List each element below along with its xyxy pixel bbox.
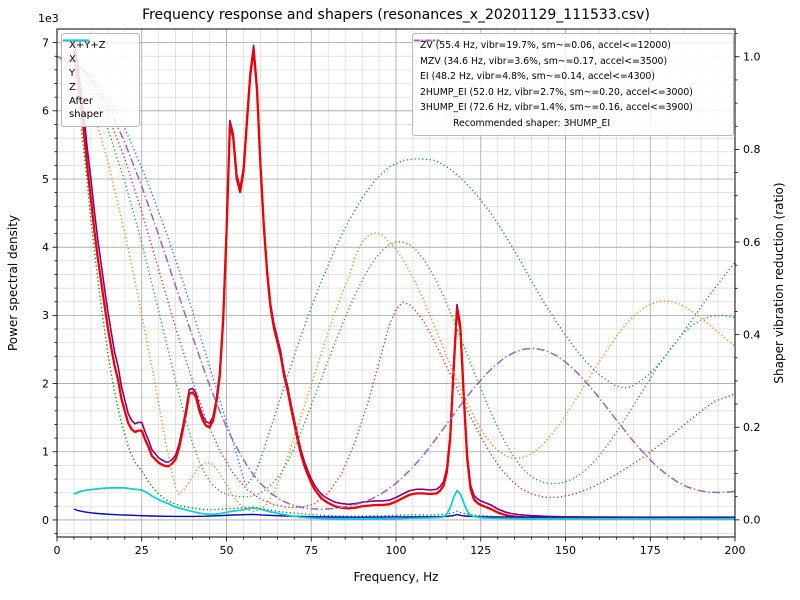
legend-label-3hump-ei: 3HUMP_EI (72.6 Hz, vibr=1.4%, sm~=0.16, …: [420, 102, 693, 113]
x-tick-label: 25: [135, 544, 149, 557]
series-After shaper: [73, 486, 735, 520]
x-tick-label: 150: [555, 544, 576, 557]
x-axis-label: Frequency, Hz: [354, 570, 439, 584]
legend-item-zv: ZV (55.4 Hz, vibr=19.7%, sm~=0.06, accel…: [414, 38, 726, 54]
y-left-offset-text: 1e3: [38, 12, 59, 25]
y-right-tick-label: 0.0: [743, 514, 761, 527]
series-MZV: [57, 56, 735, 513]
legend-line-sample-3hump-ei: [414, 39, 440, 42]
legend-item-mzv: MZV (34.6 Hz, vibr=3.6%, sm~=0.17, accel…: [414, 39, 726, 70]
y-left-tick-label: 6: [42, 105, 49, 118]
x-tick-label: 175: [640, 544, 661, 557]
y-left-tick-label: 5: [42, 173, 49, 186]
chart-title: Frequency response and shapers (resonanc…: [142, 7, 650, 23]
recommended-shaper-text: Recommended shaper: 3HUMP_EI: [453, 117, 611, 129]
legend-item-after-shaper: After shaper: [63, 39, 132, 121]
series-3HUMP_EI: [57, 56, 735, 510]
y-right-tick-label: 0.6: [743, 236, 761, 249]
legend-label-zv: ZV (55.4 Hz, vibr=19.7%, sm~=0.06, accel…: [420, 40, 671, 51]
y-right-tick-label: 0.2: [743, 421, 761, 434]
y-left-axis-label: Power spectral density: [6, 215, 20, 351]
y-left-tick-label: 4: [42, 241, 49, 254]
legend-item-3hump-ei: 3HUMP_EI (72.6 Hz, vibr=1.4%, sm~=0.16, …: [414, 39, 726, 116]
tick-labels: 0 25 50 75 100 125 150 175 200 0 1 2 3 4 5 6 7 0.0 0.2 0.4 0…: [42, 36, 761, 557]
y-right-tick-label: 0.8: [743, 143, 761, 156]
legend-item-y: Y: [63, 39, 132, 80]
x-tick-label: 75: [304, 544, 318, 557]
series-Z: [73, 508, 735, 519]
legend-label-xyz: X+Y+Z: [69, 40, 106, 51]
psd-legend: X+Y+Z X Y Z After shaper: [61, 33, 140, 127]
legend-item-2hump-ei: 2HUMP_EI (52.0 Hz, vibr=2.7%, sm~=0.20, …: [414, 39, 726, 101]
curves: [57, 39, 735, 520]
y-right-tick-label: 0.4: [743, 328, 761, 341]
y-left-tick-label: 1: [42, 446, 49, 459]
legend-label-after-shaper: After shaper: [69, 96, 104, 120]
x-tick-label: 0: [54, 544, 61, 557]
series-X: [72, 48, 735, 520]
legend-line-sample-after-shaper: [63, 39, 89, 42]
x-tick-label: 100: [386, 544, 407, 557]
shaper-legend: ZV (55.4 Hz, vibr=19.7%, sm~=0.06, accel…: [412, 33, 734, 136]
series-ZV: [57, 56, 735, 486]
y-right-tick-label: 1.0: [743, 51, 761, 64]
axis-ticks: [52, 33, 740, 542]
legend-label-y: Y: [69, 68, 76, 79]
y-left-tick-label: 3: [42, 309, 49, 322]
legend-item-x: X: [63, 39, 132, 66]
legend-footer: Recommended shaper: 3HUMP_EI: [420, 116, 726, 132]
legend-label-ei: EI (48.2 Hz, vibr=4.8%, sm~=0.14, accel<…: [420, 71, 655, 82]
legend-label-mzv: MZV (34.6 Hz, vibr=3.6%, sm~=0.17, accel…: [420, 55, 668, 67]
x-tick-label: 125: [470, 544, 491, 557]
series-2HUMP_EI: [57, 56, 735, 509]
x-tick-label: 50: [220, 544, 234, 557]
legend-item-z: Z: [63, 39, 132, 94]
y-left-tick-label: 2: [42, 377, 49, 390]
legend-label-x: X: [69, 54, 76, 65]
grid: [57, 29, 735, 537]
series-EI: [57, 56, 735, 498]
y-left-tick-label: 0: [42, 514, 49, 527]
legend-label-2hump-ei: 2HUMP_EI (52.0 Hz, vibr=2.7%, sm~=0.20, …: [420, 86, 693, 98]
y-left-tick-label: 7: [42, 36, 49, 49]
x-tick-label: 200: [725, 544, 746, 557]
legend-item-ei: EI (48.2 Hz, vibr=4.8%, sm~=0.14, accel<…: [414, 39, 726, 85]
y-right-axis-label: Shaper vibration reduction (ratio): [772, 182, 786, 383]
legend-label-z: Z: [69, 82, 76, 93]
